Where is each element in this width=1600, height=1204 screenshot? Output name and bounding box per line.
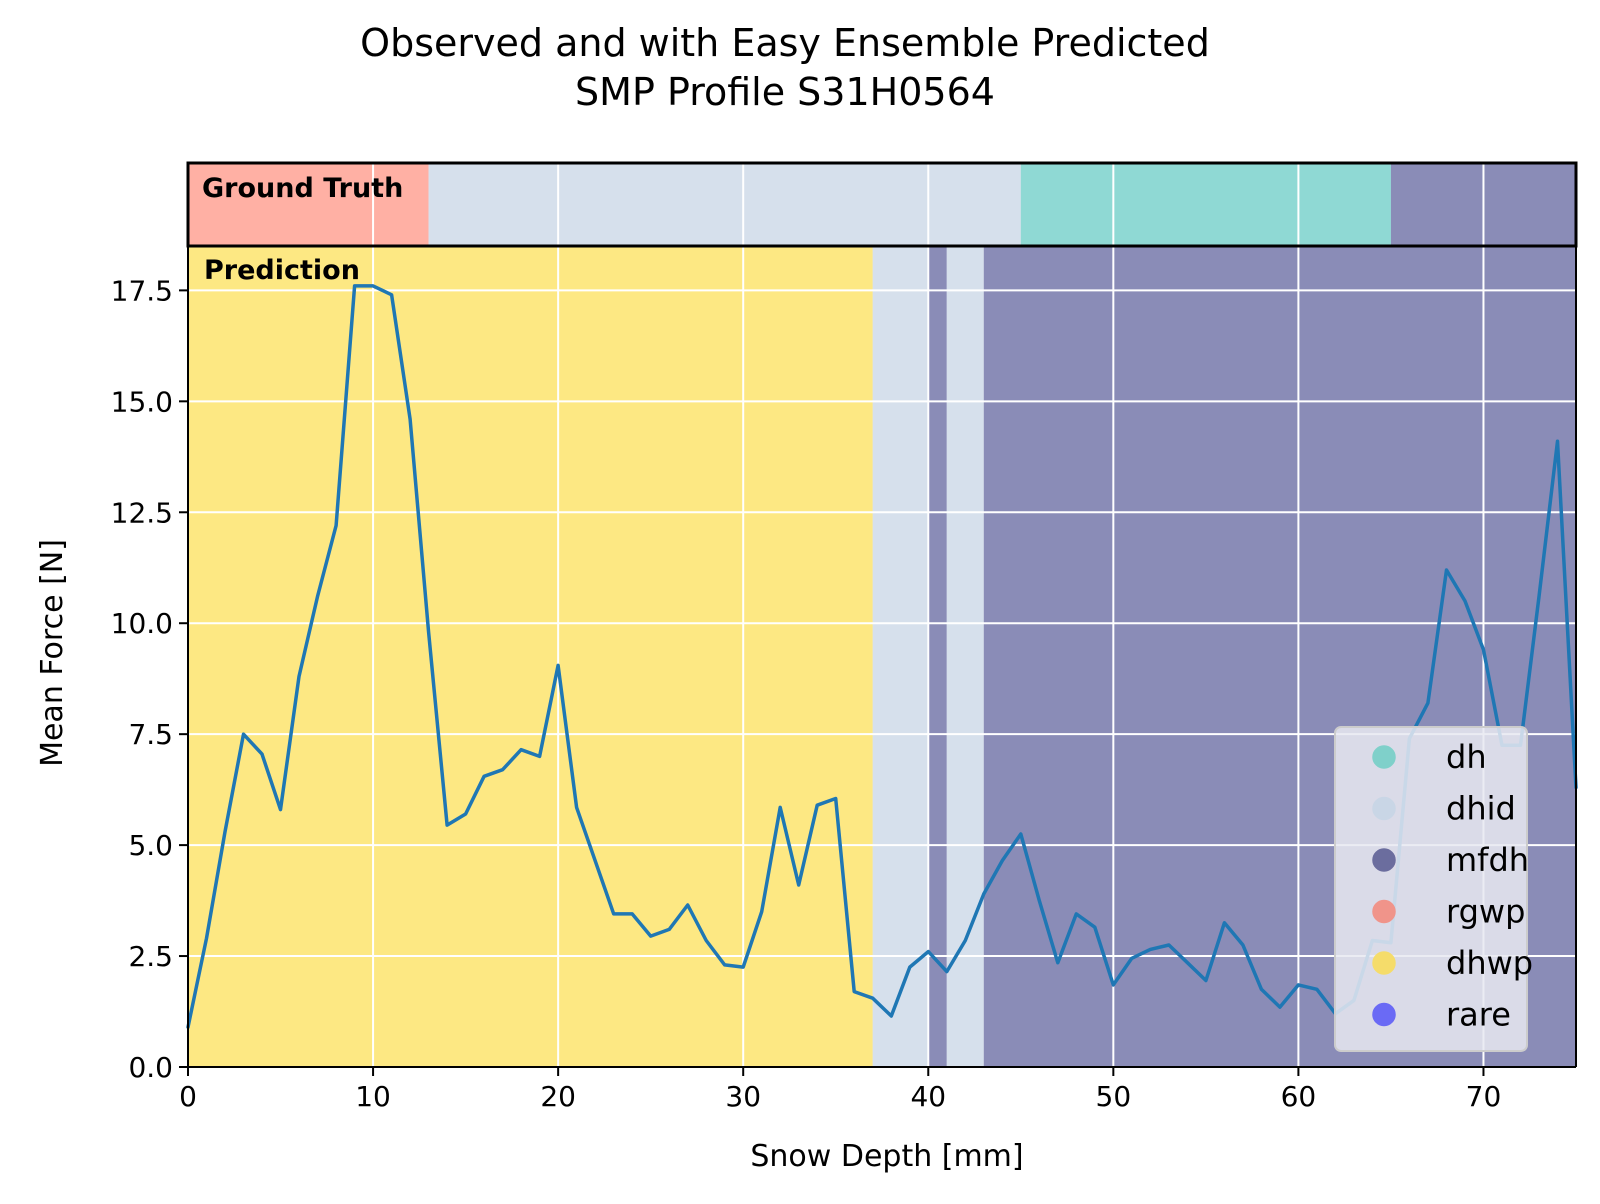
x-tick-label: 50 bbox=[1096, 1080, 1132, 1113]
prediction-segment-mfdh bbox=[928, 246, 947, 1067]
legend-marker-mfdh bbox=[1372, 848, 1396, 872]
y-tick-label: 0.0 bbox=[128, 1051, 173, 1084]
y-tick-label: 2.5 bbox=[128, 940, 173, 973]
y-tick-label: 5.0 bbox=[128, 829, 173, 862]
y-tick-label: 12.5 bbox=[111, 496, 173, 529]
frames bbox=[186, 161, 1578, 1068]
y-axis-ticks: 0.0 2.5 5.0 7.5 10.0 12.5 15.0 17.5 bbox=[111, 274, 188, 1084]
ground-truth-frame bbox=[186, 161, 1578, 248]
y-tick-label: 17.5 bbox=[111, 274, 173, 307]
legend-marker-dh bbox=[1372, 745, 1396, 769]
x-axis-label: Snow Depth [mm] bbox=[750, 1139, 1023, 1174]
x-tick-label: 0 bbox=[179, 1080, 197, 1113]
x-tick-label: 20 bbox=[540, 1080, 576, 1113]
legend-marker-rare bbox=[1372, 1002, 1396, 1027]
legend-label-rare: rare bbox=[1446, 996, 1511, 1034]
legend-label-dhid: dhid bbox=[1446, 790, 1516, 828]
prediction-segment-dhid bbox=[872, 246, 929, 1067]
x-axis-ticks: 0 10 20 30 40 50 60 70 bbox=[179, 1067, 1501, 1113]
legend-marker-dhwp bbox=[1372, 951, 1396, 975]
ground-truth-segment-dhid bbox=[428, 163, 1021, 246]
ground-truth-panel bbox=[188, 163, 1576, 246]
legend-marker-rgwp bbox=[1372, 899, 1396, 924]
prediction-label: Prediction bbox=[204, 255, 360, 286]
grid-lines bbox=[187, 163, 1576, 1068]
ground-truth-segment-rgwp bbox=[188, 163, 429, 246]
legend-marker-dhid bbox=[1372, 796, 1396, 821]
legend-label-rgwp: rgwp bbox=[1446, 893, 1525, 931]
x-tick-label: 40 bbox=[910, 1080, 946, 1113]
legend: dh dhid mfdh rgwp dhwp rare bbox=[1334, 726, 1533, 1052]
ground-truth-segment-dh bbox=[1020, 163, 1391, 246]
x-tick-label: 60 bbox=[1281, 1080, 1317, 1113]
x-tick-label: 30 bbox=[725, 1080, 761, 1113]
legend-label-dhwp: dhwp bbox=[1446, 944, 1533, 982]
legend-label-dh: dh bbox=[1446, 738, 1487, 776]
prediction-segment-dhwp bbox=[188, 246, 873, 1067]
x-tick-label: 70 bbox=[1466, 1080, 1502, 1113]
y-tick-label: 10.0 bbox=[111, 607, 173, 640]
legend-label-mfdh: mfdh bbox=[1446, 841, 1529, 879]
y-axis-label: Mean Force [N] bbox=[35, 539, 70, 767]
y-tick-label: 15.0 bbox=[111, 385, 173, 418]
y-tick-label: 7.5 bbox=[128, 718, 173, 751]
chart-subtitle: SMP Profile S31H0564 bbox=[575, 70, 995, 114]
ground-truth-label: Ground Truth bbox=[202, 173, 403, 204]
prediction-segment-dhid bbox=[946, 246, 984, 1067]
x-tick-label: 10 bbox=[355, 1080, 391, 1113]
chart-title: Observed and with Easy Ensemble Predicte… bbox=[360, 21, 1210, 65]
